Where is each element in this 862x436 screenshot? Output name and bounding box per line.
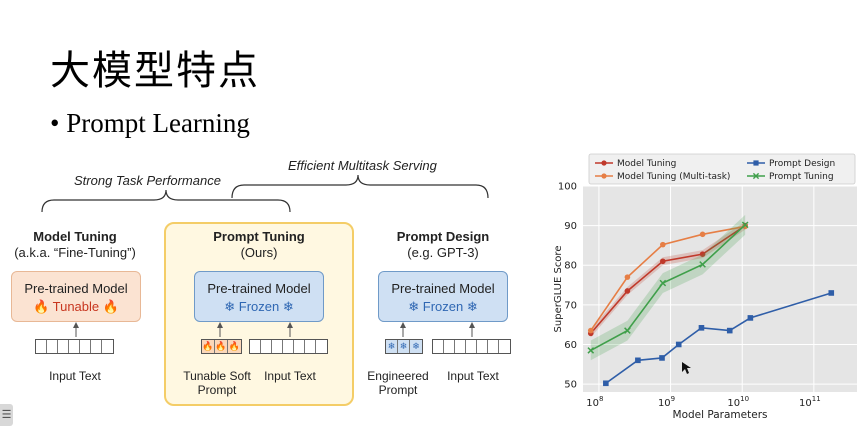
x-tick-label: 108 [586, 395, 603, 409]
legend-label: Model Tuning (Multi-task) [617, 172, 730, 182]
diagram-arrows [73, 322, 475, 337]
soft-prompt-tokens: 🔥 🔥 🔥 [201, 339, 242, 354]
model-tuning-box: Pre-trained Model 🔥 Tunable 🔥 [11, 271, 141, 322]
data-point [659, 355, 665, 361]
series-2 [603, 290, 835, 387]
data-point [624, 288, 631, 294]
plot-background [583, 186, 857, 392]
prompt-design-box-line1: Pre-trained Model [391, 281, 495, 296]
series-line [605, 292, 832, 384]
x-tick-label: 1010 [727, 395, 749, 409]
model-tuning-input-tokens [35, 339, 114, 354]
engineered-prompt-caption-line1: Engineered [367, 369, 429, 383]
prompt-design-subtitle: (e.g. GPT-3) [407, 245, 479, 260]
series-1 [587, 223, 748, 334]
data-point [726, 327, 733, 334]
legend-label: Prompt Design [769, 159, 835, 169]
prompt-design-box: Pre-trained Model ❄ Frozen ❄ [378, 271, 508, 322]
model-tuning-subtitle: (a.k.a. “Fine-Tuning”) [14, 245, 136, 260]
fire-icon: 🔥 [202, 340, 215, 353]
x-tick-label: 109 [658, 395, 675, 409]
soft-prompt-caption: Tunable Soft Prompt [178, 369, 256, 397]
data-point [587, 327, 594, 334]
data-point [587, 347, 595, 354]
prompt-design-box-line2: ❄ Frozen ❄ [408, 299, 478, 314]
y-tick-label: 60 [564, 340, 577, 351]
legend-marker [601, 173, 607, 179]
bullet-prompt-learning: • Prompt Learning [50, 108, 250, 138]
snowflake-icon: ❄ [398, 340, 410, 353]
brace-label-strong: Strong Task Performance [74, 173, 221, 188]
engineered-prompt-caption: Engineered Prompt [362, 369, 434, 397]
data-point [675, 341, 682, 348]
slide-title: 大模型特点 [50, 48, 260, 94]
prompt-tuning-title: Prompt Tuning [213, 229, 305, 244]
legend-label: Prompt Tuning [769, 172, 834, 182]
model-tuning-title: Model Tuning [33, 229, 117, 244]
mouse-cursor-icon [682, 362, 691, 374]
legend-marker [752, 172, 760, 180]
soft-prompt-caption-line2: Prompt [197, 383, 237, 397]
data-point [659, 279, 667, 287]
superglue-chart: 50 60 70 80 90 100 108 109 1010 1011 Model Paramet… [553, 153, 857, 421]
legend-marker [753, 160, 759, 166]
data-point [699, 231, 706, 238]
prompt-tuning-box-line1: Pre-trained Model [207, 281, 311, 296]
model-tuning-input-label: Input Text [49, 369, 101, 383]
brace-label-efficient: Efficient Multitask Serving [288, 158, 437, 173]
y-tick-label: 50 [564, 380, 577, 391]
engineered-prompt-caption-line2: Prompt [378, 383, 418, 397]
fire-icon: 🔥 [228, 340, 241, 353]
legend-label: Model Tuning [617, 159, 676, 169]
data-point [603, 380, 609, 387]
prompt-design-input-tokens [432, 339, 511, 354]
engineered-prompt-tokens: ❄ ❄ ❄ [385, 339, 423, 354]
data-point [828, 290, 835, 296]
model-tuning-box-line1: Pre-trained Model [24, 281, 128, 296]
snowflake-icon: ❄ [410, 340, 422, 353]
series-3 [587, 214, 749, 361]
prompt-tuning-subtitle: (Ours) [240, 245, 278, 260]
y-tick-label: 80 [564, 261, 577, 272]
y-tick-label: 70 [564, 300, 577, 311]
data-point [624, 274, 631, 280]
y-tick-label: 90 [564, 221, 577, 232]
y-tick-label: 100 [558, 182, 577, 193]
prompt-tuning-box-line2: ❄ Frozen ❄ [224, 299, 294, 314]
data-point [742, 223, 748, 230]
y-axis-label: SuperGLUE Score [553, 246, 564, 333]
prompt-tuning-input-tokens [249, 339, 328, 354]
snowflake-icon: ❄ [386, 340, 398, 353]
data-point [699, 261, 706, 268]
data-point [747, 315, 754, 321]
legend-box [588, 153, 856, 185]
data-point [741, 221, 749, 229]
data-point [660, 241, 666, 248]
chart-legend: Model Tuning Model Tuning (Multi-task) Pro… [588, 153, 856, 185]
fire-icon: 🔥 [215, 340, 228, 353]
series-band [590, 214, 746, 361]
data-point [698, 325, 705, 331]
brace-lines [41, 174, 489, 213]
model-tuning-box-line2: 🔥 Tunable 🔥 [33, 299, 119, 314]
prompt-tuning-box: Pre-trained Model ❄ Frozen ❄ [194, 271, 324, 322]
side-menu-icon[interactable]: ☰ [0, 404, 13, 426]
prompt-design-input-label: Input Text [447, 369, 499, 383]
soft-prompt-caption-line1: Tunable Soft [183, 369, 251, 383]
data-point [624, 327, 631, 334]
data-point [699, 251, 706, 257]
prompt-tuning-input-label: Input Text [264, 369, 316, 383]
prompt-design-title: Prompt Design [396, 229, 490, 244]
x-tick-label: 1011 [799, 395, 821, 409]
data-point [635, 357, 641, 364]
data-point [660, 258, 666, 265]
x-axis-label: Model Parameters [673, 409, 768, 421]
legend-marker [601, 160, 607, 166]
